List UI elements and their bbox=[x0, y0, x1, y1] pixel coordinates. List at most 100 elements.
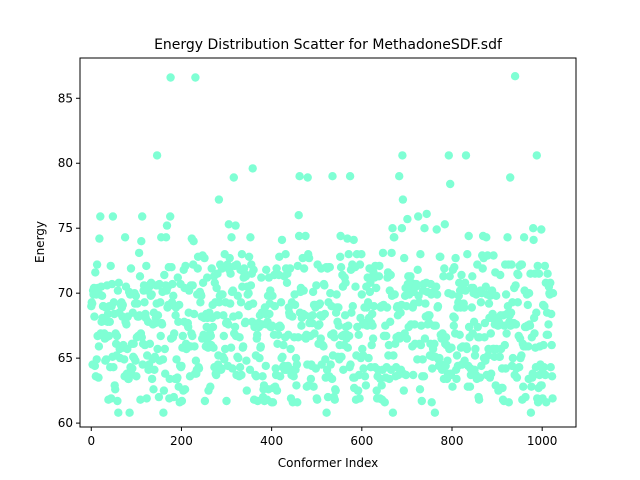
data-point bbox=[241, 317, 250, 326]
data-point bbox=[403, 214, 412, 224]
data-point bbox=[547, 372, 557, 381]
data-point bbox=[268, 398, 278, 407]
data-point bbox=[234, 311, 243, 320]
data-point bbox=[530, 329, 539, 338]
data-point bbox=[390, 290, 399, 299]
data-point bbox=[540, 261, 550, 271]
data-point bbox=[131, 356, 140, 365]
data-point bbox=[261, 361, 270, 371]
data-point bbox=[386, 317, 395, 326]
data-point bbox=[484, 299, 494, 308]
data-point bbox=[244, 289, 253, 298]
data-point bbox=[281, 250, 290, 259]
data-point bbox=[388, 408, 398, 417]
data-point bbox=[414, 212, 423, 221]
data-point bbox=[414, 298, 424, 307]
data-point bbox=[325, 263, 334, 272]
data-point bbox=[297, 321, 306, 330]
data-point bbox=[228, 364, 237, 373]
data-point bbox=[275, 252, 284, 261]
data-point bbox=[142, 261, 151, 271]
data-point bbox=[133, 299, 142, 308]
data-point bbox=[173, 373, 182, 382]
data-point bbox=[447, 290, 457, 299]
data-point bbox=[508, 353, 518, 363]
data-point bbox=[109, 363, 118, 372]
data-point bbox=[104, 331, 114, 341]
data-point bbox=[457, 270, 466, 280]
data-point bbox=[258, 372, 267, 381]
data-point bbox=[294, 211, 303, 220]
data-point bbox=[346, 360, 355, 369]
x-tick-label: 400 bbox=[260, 434, 283, 448]
data-point bbox=[496, 270, 505, 280]
data-point bbox=[237, 370, 246, 380]
data-point bbox=[172, 355, 181, 364]
data-point bbox=[90, 312, 99, 321]
data-point bbox=[347, 308, 356, 317]
data-point bbox=[219, 331, 228, 341]
data-point bbox=[156, 298, 165, 307]
data-point bbox=[215, 298, 224, 307]
data-point bbox=[439, 272, 448, 281]
data-point bbox=[105, 317, 115, 326]
data-point bbox=[289, 372, 298, 381]
data-point bbox=[468, 272, 477, 281]
data-point bbox=[427, 398, 436, 407]
data-point bbox=[543, 269, 552, 278]
data-point bbox=[249, 265, 258, 274]
y-tick-label: 85 bbox=[58, 91, 73, 105]
data-point bbox=[206, 331, 215, 341]
data-point bbox=[541, 370, 550, 380]
data-point bbox=[231, 221, 240, 230]
data-point bbox=[332, 290, 341, 299]
data-point bbox=[219, 311, 228, 320]
data-point bbox=[212, 283, 221, 293]
data-point bbox=[196, 298, 205, 307]
data-point bbox=[175, 300, 184, 310]
data-point bbox=[229, 173, 238, 182]
data-point bbox=[134, 248, 144, 258]
data-point bbox=[92, 355, 101, 364]
data-point bbox=[236, 298, 246, 307]
data-point bbox=[177, 361, 186, 371]
data-point bbox=[310, 329, 319, 338]
data-point bbox=[464, 231, 473, 241]
data-point bbox=[537, 381, 546, 390]
data-point bbox=[420, 224, 429, 233]
data-point bbox=[152, 151, 162, 160]
data-point bbox=[177, 396, 187, 406]
x-tick-label: 1000 bbox=[527, 434, 558, 448]
data-point bbox=[95, 234, 104, 243]
data-point bbox=[166, 73, 175, 82]
data-point bbox=[364, 353, 373, 363]
data-point bbox=[285, 264, 295, 273]
data-point bbox=[527, 382, 536, 391]
data-point bbox=[161, 233, 171, 242]
data-point bbox=[323, 392, 333, 402]
data-point bbox=[252, 372, 261, 381]
data-point bbox=[398, 195, 408, 204]
data-point bbox=[368, 309, 377, 319]
data-point bbox=[492, 291, 501, 300]
data-point bbox=[102, 355, 111, 364]
data-point bbox=[395, 172, 404, 181]
data-point bbox=[200, 396, 210, 406]
data-point bbox=[444, 151, 453, 160]
data-point bbox=[242, 386, 251, 395]
data-point bbox=[387, 248, 396, 258]
data-point bbox=[220, 355, 229, 364]
data-point bbox=[209, 343, 218, 352]
data-point bbox=[526, 408, 536, 417]
data-point bbox=[430, 339, 439, 348]
data-point bbox=[377, 381, 386, 390]
data-point bbox=[126, 264, 136, 273]
data-point bbox=[506, 308, 516, 317]
data-point bbox=[548, 289, 558, 298]
data-point bbox=[337, 352, 346, 361]
data-point bbox=[532, 308, 541, 317]
data-point bbox=[336, 263, 346, 272]
data-point bbox=[137, 237, 146, 246]
data-point bbox=[489, 251, 498, 260]
data-point bbox=[120, 233, 130, 242]
